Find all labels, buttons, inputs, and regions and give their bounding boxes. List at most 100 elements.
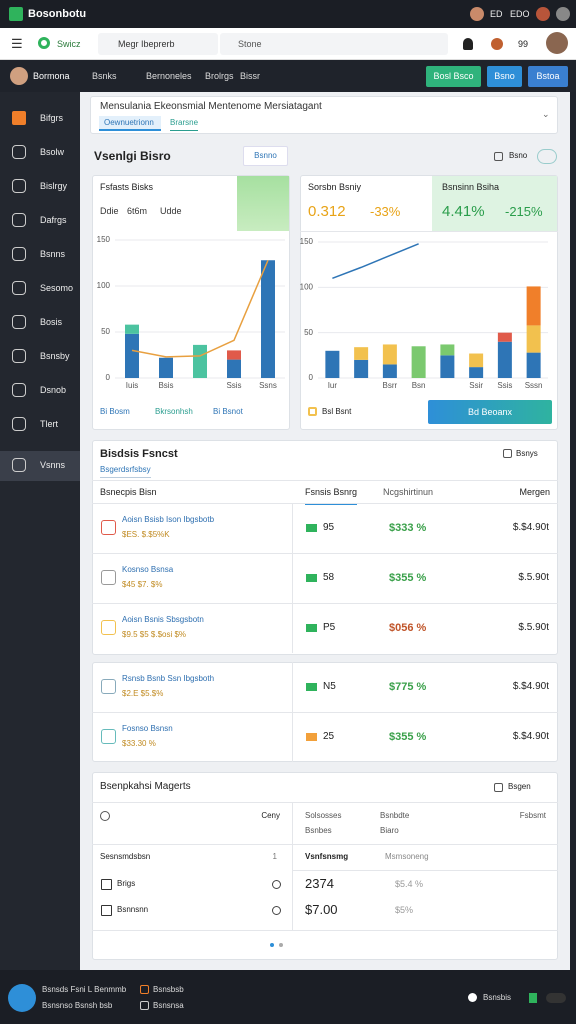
filter[interactable]: Msmsoneng (385, 852, 429, 861)
column-header: Bsnecpis Bisn (100, 487, 157, 497)
status-square (306, 524, 317, 532)
divider (92, 712, 558, 713)
button[interactable] (426, 66, 481, 87)
button[interactable] (487, 66, 522, 87)
tab-active (99, 116, 161, 131)
button[interactable] (243, 146, 288, 166)
button-label[interactable]: Bosl Bsco (433, 71, 474, 81)
row-count: 58 (323, 572, 335, 583)
sidebar-icon (12, 383, 26, 397)
button-label[interactable]: Bsno (494, 71, 515, 81)
sidebar-icon (12, 179, 26, 193)
top-item[interactable]: EDO (510, 9, 530, 19)
sidebar-item[interactable]: Bsnsby (40, 351, 70, 361)
footer-link[interactable]: Bsnsbsb (153, 985, 184, 994)
row-name[interactable]: Fosnso Bsnsn (122, 724, 173, 733)
link-icon (140, 985, 149, 994)
checkbox[interactable] (101, 879, 112, 890)
sidebar-item[interactable]: Bislrgy (40, 181, 68, 191)
row-icon (101, 570, 116, 585)
brand-icon[interactable] (38, 37, 50, 49)
icon (494, 152, 503, 161)
tab[interactable]: Oewnuetrionn (104, 118, 154, 127)
footer-status: Bsnsbis (483, 993, 512, 1002)
search-box[interactable] (220, 33, 448, 55)
stat: Udde (160, 206, 182, 216)
row-name[interactable]: Aoisn Bsisb Ison Ibgsbotb (122, 515, 215, 524)
button[interactable] (528, 66, 568, 87)
tab[interactable]: Brarsne (170, 116, 199, 131)
row-margin: $.$4.90t (512, 522, 549, 533)
sidebar-item[interactable]: Dafrgs (40, 215, 67, 225)
kpi-value: 0.312 (308, 203, 346, 220)
avatar (546, 32, 568, 54)
stat: Ddie (100, 206, 119, 216)
column-header[interactable]: Ncgshirtinun (383, 487, 434, 497)
divider (92, 603, 558, 604)
legend-item: Bkrsonhsh (155, 407, 193, 416)
divider-v (292, 603, 293, 653)
filter[interactable]: Vsnfsnsmg (305, 852, 349, 861)
column-header: Biaro (380, 826, 399, 835)
row-name[interactable]: Rsnsb Bsnb Ssn Ibgsboth (122, 674, 215, 683)
tab[interactable]: Bsnks (92, 71, 117, 81)
kpi-green (432, 176, 557, 231)
sidebar-icon (12, 111, 26, 125)
checkbox[interactable] (101, 905, 112, 916)
button-label[interactable]: Bstoa (536, 71, 560, 81)
row-change: $775 % (389, 681, 427, 693)
row-name[interactable]: Kosnso Bsnsa (122, 565, 174, 574)
search-box[interactable] (98, 33, 218, 55)
pager-dot (279, 943, 283, 947)
stat: 6t6m (127, 206, 148, 216)
footer-link[interactable]: Bsnsnsa (153, 1001, 184, 1010)
row-change: $355 % (389, 731, 427, 743)
item-change: $5% (395, 905, 414, 915)
sidebar-item[interactable]: Tlert (40, 419, 58, 429)
row-name[interactable]: Aoisn Bsnis Sbsgsbotn (122, 615, 204, 624)
sidebar-item[interactable]: Sesomo (40, 283, 74, 293)
sidebar-item[interactable]: Dsnob (40, 385, 67, 395)
sidebar-item[interactable]: Bifgrs (40, 113, 64, 123)
button[interactable] (428, 400, 552, 424)
status-square (306, 574, 317, 582)
avatar (10, 67, 28, 85)
kpi-title: Bsnsinn Bsiha (442, 182, 500, 192)
row-detail: $2.E $5.$% (122, 689, 164, 698)
divider (92, 553, 558, 554)
sidebar-icon (12, 213, 26, 227)
footer-line: Bsnsnso Bsnsh bsb (42, 1001, 113, 1010)
sidebar-item[interactable]: Bosis (40, 317, 63, 327)
radio[interactable] (272, 906, 281, 915)
action[interactable]: Bsgen (508, 782, 531, 791)
tab[interactable]: Brolrgs (205, 71, 234, 81)
row-icon (101, 620, 116, 635)
action[interactable]: Bsnys (516, 449, 538, 458)
tab[interactable]: Bernoneles (146, 71, 192, 81)
search-text: Megr Ibeprerb (118, 39, 175, 49)
icon[interactable] (537, 149, 557, 164)
sidebar-item[interactable]: Bsolw (40, 147, 65, 157)
avatar (491, 38, 503, 50)
divider-v (292, 712, 293, 762)
sidebar-item[interactable]: Bsnns (40, 249, 66, 259)
column-header[interactable]: Fsnsis Bsnrg (305, 485, 358, 505)
bell[interactable] (463, 38, 473, 50)
card-title: Bsenpkahsi Magerts (100, 781, 191, 792)
header-title: Mensulania Ekeonsmial Mentenome Mersiata… (100, 101, 322, 112)
sidebar-icon (12, 458, 26, 472)
top-item[interactable]: ED (490, 9, 503, 19)
legend-item: Bi Bsnot (213, 407, 243, 416)
sidebar-item[interactable]: Vsnns (40, 460, 66, 470)
legend-swatch (308, 407, 317, 416)
action[interactable]: Bsno (509, 151, 528, 160)
radio[interactable] (272, 880, 281, 889)
status-square (306, 624, 317, 632)
button-label[interactable]: Bd Beoanx (467, 407, 513, 417)
footer-icon[interactable] (8, 984, 36, 1012)
status-square (306, 683, 317, 691)
tab[interactable]: Bissr (240, 71, 260, 81)
divider (92, 844, 558, 845)
row-detail: $33.30 % (122, 739, 156, 748)
button-label[interactable]: Bsnno (254, 151, 277, 160)
